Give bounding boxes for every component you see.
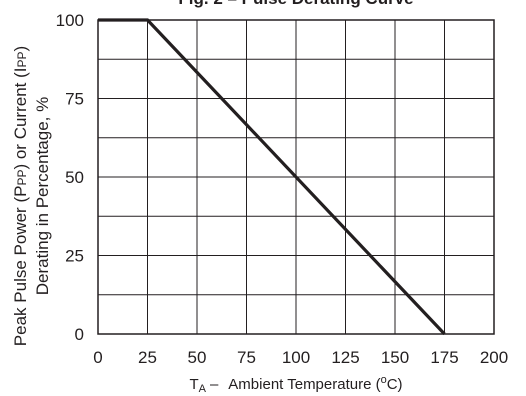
derating-curve-line xyxy=(98,18,446,336)
plot-frame xyxy=(97,19,495,335)
y-axis-label-line-1: Peak Pulse Power (PPP) or Current (IPP) xyxy=(11,46,30,346)
y-axis-label-line-2: Derating in Percentage, % xyxy=(33,97,52,295)
x-tick-label: 0 xyxy=(93,348,102,367)
x-tick-label: 125 xyxy=(331,348,359,367)
y-tick-label: 0 xyxy=(75,325,84,344)
x-tick-label: 50 xyxy=(188,348,207,367)
x-tick-label: 150 xyxy=(381,348,409,367)
x-axis-label: TA – Ambient Temperature (oC) xyxy=(189,374,402,395)
x-tick-label: 100 xyxy=(282,348,310,367)
x-tick-label: 75 xyxy=(237,348,256,367)
y-axis-label: Peak Pulse Power (PPP) or Current (IPP) … xyxy=(11,46,52,346)
chart-title: Fig. 2 – Pulse Derating Curve xyxy=(178,0,413,8)
x-tick-label: 25 xyxy=(138,348,157,367)
series-layer xyxy=(98,18,446,336)
x-tick-labels: 0 25 50 75 100 125 150 175 200 xyxy=(93,348,508,367)
grid-lines xyxy=(98,20,494,334)
y-tick-label: 50 xyxy=(65,168,84,187)
x-tick-label: 200 xyxy=(480,348,508,367)
y-tick-label: 100 xyxy=(56,11,84,30)
y-tick-labels: 0 25 50 75 100 xyxy=(56,11,84,344)
y-tick-label: 25 xyxy=(65,247,84,266)
y-tick-label: 75 xyxy=(65,90,84,109)
x-tick-label: 175 xyxy=(430,348,458,367)
